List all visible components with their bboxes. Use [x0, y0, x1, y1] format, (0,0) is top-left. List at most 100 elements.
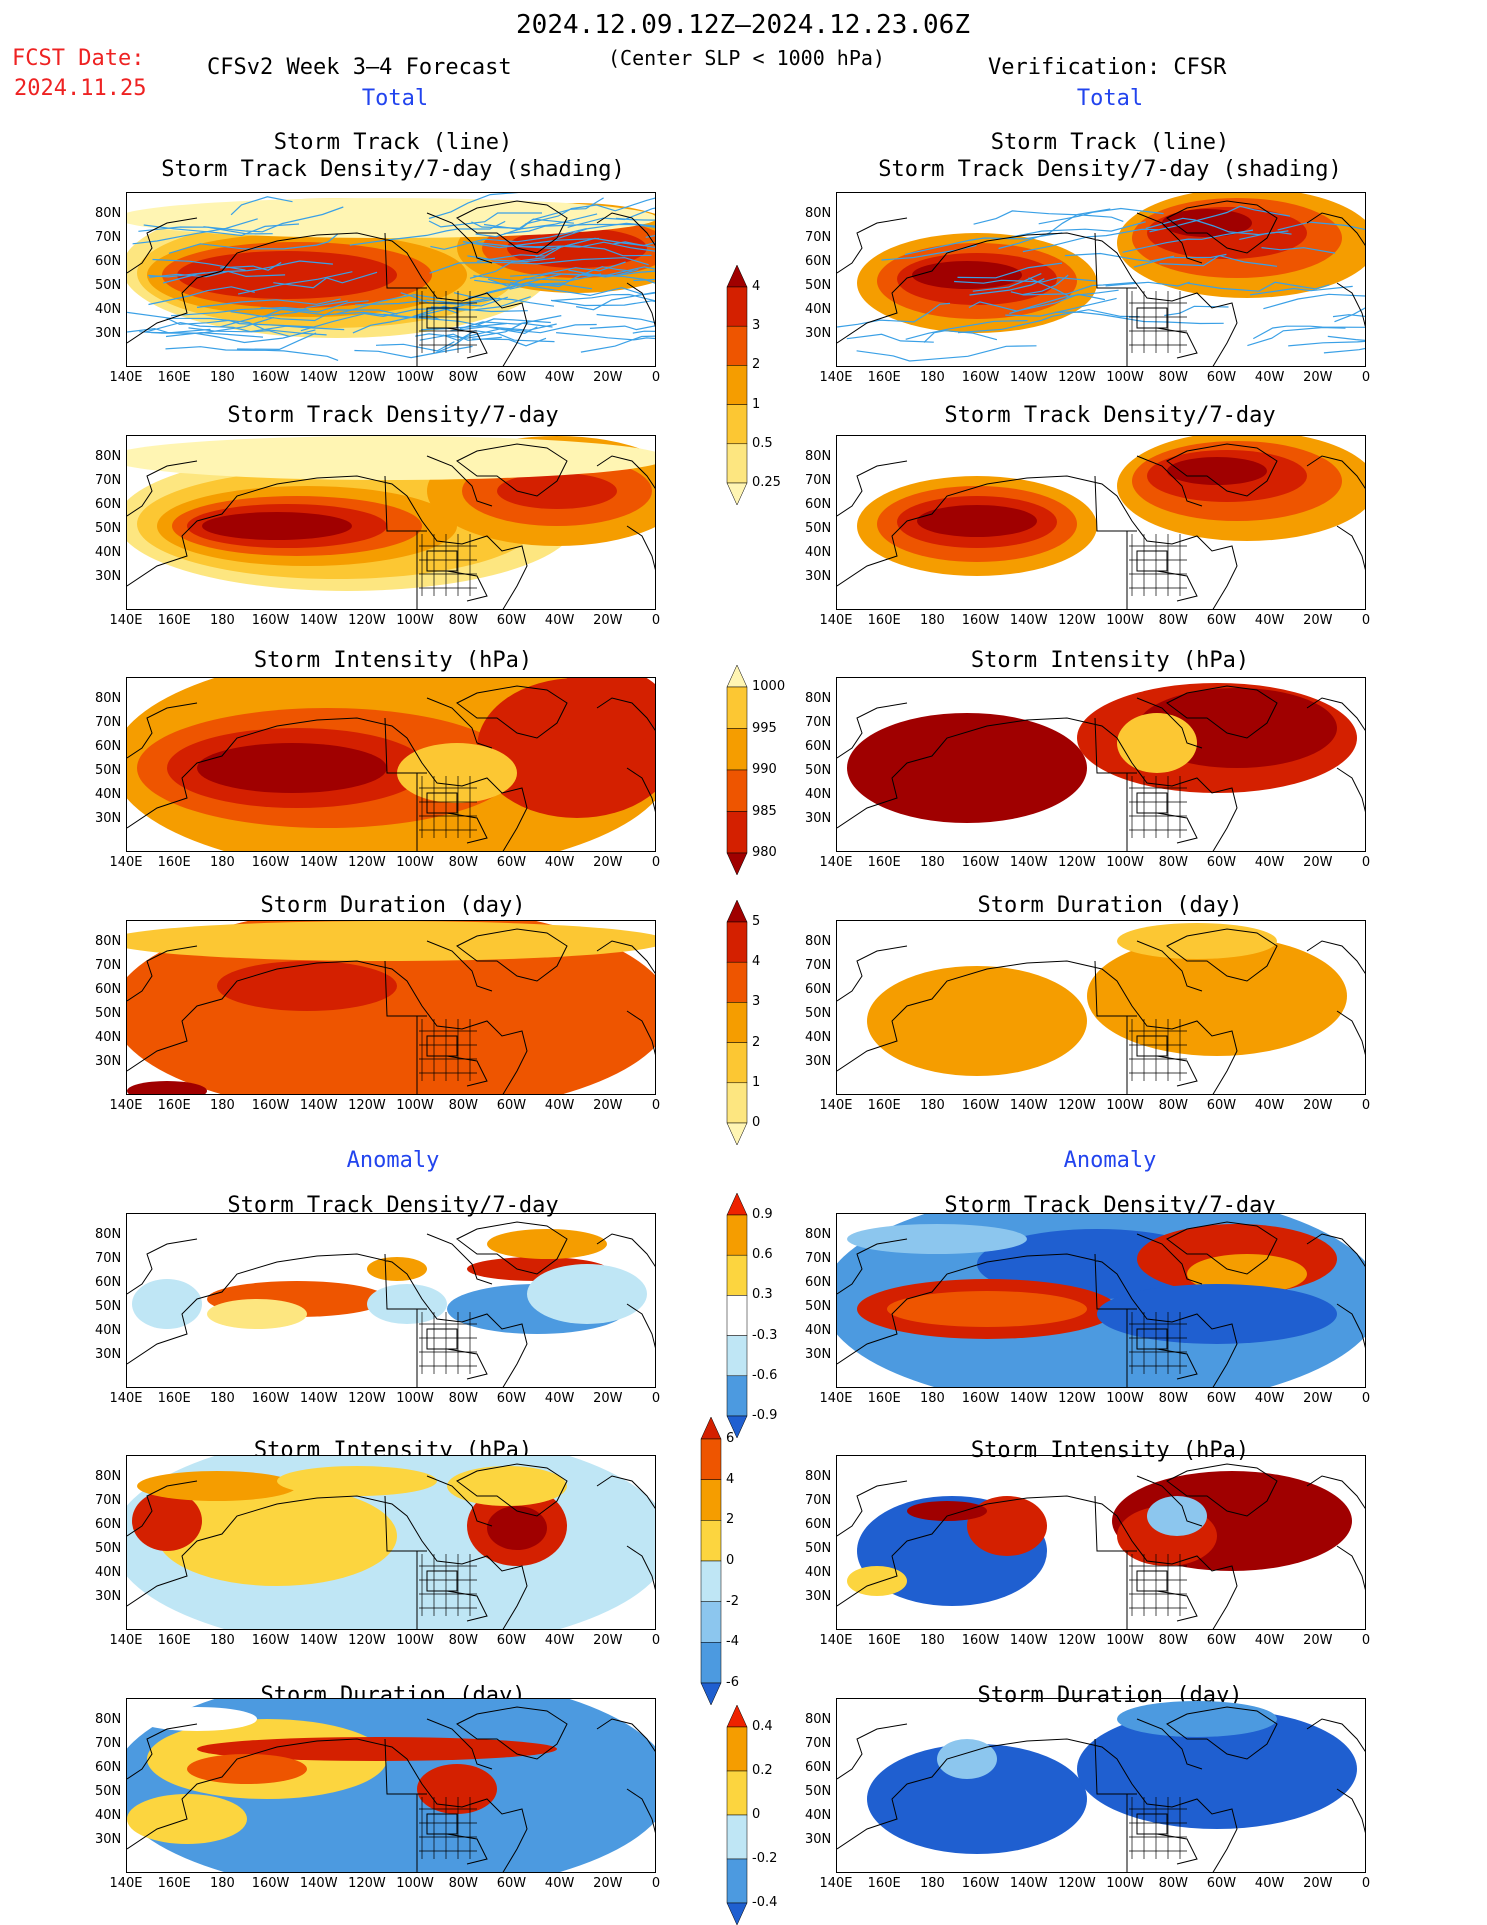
lat-tick-label: 50N	[95, 278, 122, 293]
lat-tick-label: 70N	[805, 1251, 832, 1266]
storm-track-line	[972, 273, 1042, 292]
title-track-shading-left: Storm Track Density/7-day (shading)	[161, 157, 625, 182]
storm-track-line	[998, 208, 1111, 250]
colorbar-label: 4	[726, 1471, 735, 1487]
colorbar-label: 5	[752, 914, 761, 929]
density-anom-left-map	[126, 1213, 656, 1388]
storm-track-line	[1011, 221, 1146, 238]
storm-track-line	[149, 270, 286, 278]
lon-tick-label: 140E	[819, 1876, 853, 1891]
shading-region	[202, 512, 352, 540]
storm-track-line	[196, 298, 341, 308]
storm-track-line	[575, 291, 655, 311]
lat-tick-label: 60N	[95, 497, 122, 512]
lon-tick-label: 40W	[544, 1633, 575, 1648]
colorbar-swatch	[726, 1858, 748, 1904]
lon-tick-label: 120W	[348, 1391, 386, 1406]
lon-tick-label: 140W	[299, 855, 338, 870]
shading-region	[547, 678, 655, 748]
lat-tick-label: 30N	[95, 1054, 122, 1069]
lon-tick-label: 160E	[867, 613, 901, 628]
storm-track-line	[1288, 340, 1365, 347]
shading-region	[127, 921, 655, 1094]
storm-track-line	[567, 207, 655, 228]
lon-tick-label: 80W	[1158, 1391, 1188, 1406]
shading-region	[447, 1466, 567, 1506]
lon-tick-label: 180	[919, 1098, 945, 1113]
lon-tick-label: 0	[1361, 1876, 1371, 1891]
lat-tick-label: 80N	[95, 934, 122, 949]
lat-tick-label: 40N	[95, 1565, 122, 1580]
title-duration-left: Storm Duration (day)	[260, 893, 526, 918]
lon-tick-label: 20W	[593, 370, 623, 385]
lon-tick-label: 40W	[1254, 370, 1285, 385]
duration-anom-right-svg	[837, 1701, 1365, 1872]
lon-tick-label: 180	[919, 613, 945, 628]
coastline	[837, 200, 1365, 366]
storm-track-line	[132, 218, 258, 245]
lon-tick-label: 160W	[961, 1391, 1000, 1406]
lon-tick-label: 120W	[348, 1876, 386, 1891]
lon-tick-label: 80W	[448, 1098, 478, 1113]
track-total-right-map	[836, 192, 1366, 367]
storm-track-line	[148, 286, 255, 306]
shading-region	[1117, 923, 1277, 959]
shading-region	[527, 1264, 647, 1324]
lat-tick-label: 80N	[95, 449, 122, 464]
coastline	[127, 685, 655, 851]
shading-region	[127, 436, 655, 480]
coastline	[127, 1706, 655, 1872]
shading-region	[127, 921, 655, 961]
title-intensity-anom-right: Storm Intensity (hPa)	[970, 1438, 1250, 1463]
storm-track-line	[1327, 335, 1365, 342]
intensity-total-colorbar	[726, 665, 748, 875]
lon-tick-label: 100W	[1106, 1633, 1144, 1648]
lat-tick-label: 30N	[95, 1347, 122, 1362]
colorbar-label: -0.4	[752, 1895, 778, 1910]
lon-tick-label: 40W	[544, 1391, 575, 1406]
shading-region	[127, 1081, 207, 1094]
colorbar-swatch	[726, 1335, 748, 1377]
storm-track-line	[556, 332, 655, 341]
lon-tick-label: 80W	[448, 370, 478, 385]
coastline	[127, 1463, 655, 1629]
lon-tick-label: 140W	[1009, 1098, 1048, 1113]
lon-tick-label: 80W	[1158, 855, 1188, 870]
colorbar-swatch	[726, 852, 748, 875]
shading-region	[277, 1466, 437, 1496]
storm-track-line	[165, 331, 264, 338]
storm-track-line	[1010, 281, 1136, 296]
lat-tick-label: 50N	[805, 278, 832, 293]
lat-tick-label: 40N	[95, 545, 122, 560]
storm-track-line	[127, 327, 211, 334]
lon-tick-label: 120W	[1058, 1391, 1096, 1406]
storm-track-line	[473, 269, 639, 282]
colorbar-swatch	[700, 1682, 722, 1705]
lat-tick-label: 40N	[805, 787, 832, 802]
shading-region	[847, 1566, 907, 1596]
lat-tick-label: 80N	[95, 1227, 122, 1242]
lon-tick-label: 120W	[348, 370, 386, 385]
shading-region	[867, 966, 1087, 1076]
lon-tick-label: 160W	[961, 1876, 1000, 1891]
lon-tick-label: 40W	[1254, 1098, 1285, 1113]
storm-track-line	[165, 346, 339, 361]
lon-tick-label: 0	[1361, 1633, 1371, 1648]
storm-track-line	[170, 306, 309, 317]
lon-tick-label: 160W	[251, 613, 290, 628]
lon-tick-label: 0	[1361, 1391, 1371, 1406]
lon-tick-label: 120W	[1058, 855, 1096, 870]
lon-tick-label: 80W	[448, 1391, 478, 1406]
storm-track-line	[148, 272, 206, 278]
lat-tick-label: 80N	[95, 691, 122, 706]
storm-track-line	[973, 210, 1124, 225]
intensity-total-left-map	[126, 677, 656, 852]
intensity-anom-right-svg	[837, 1463, 1365, 1629]
lon-tick-label: 120W	[348, 613, 386, 628]
coastline	[127, 200, 655, 366]
storm-track-line	[354, 345, 473, 359]
storm-track-line	[1187, 281, 1330, 292]
lon-tick-label: 120W	[1058, 613, 1096, 628]
storm-track-line	[188, 325, 345, 333]
shading-region	[207, 1299, 307, 1329]
